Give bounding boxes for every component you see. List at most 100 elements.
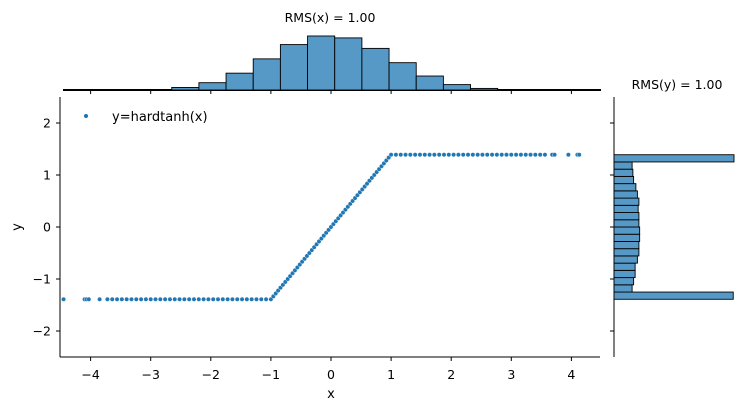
- scatter-point: [143, 296, 149, 302]
- scatter-point: [201, 296, 206, 302]
- scatter-point: [133, 296, 139, 302]
- scatter-point: [263, 296, 269, 302]
- top-hist-bar: [415, 75, 444, 91]
- scatter-point: [105, 296, 110, 302]
- scatter-point: [230, 296, 235, 302]
- scatter-point: [542, 152, 548, 158]
- y-tick-label: 0: [43, 220, 51, 235]
- scatter-point: [407, 152, 413, 158]
- scatter-point: [456, 152, 461, 158]
- top-hist-bar: [279, 44, 309, 91]
- scatter-point: [97, 296, 103, 302]
- x-tick-label: −4: [81, 367, 99, 382]
- right-hist-bar: [613, 168, 634, 177]
- scatter-point: [254, 296, 259, 302]
- scatter-point: [451, 152, 457, 158]
- scatter-point: [244, 296, 250, 302]
- scatter-point: [398, 152, 404, 158]
- right-hist-bar: [613, 161, 633, 170]
- scatter-point: [446, 152, 452, 158]
- right-hist-bar: [613, 204, 639, 213]
- right-hist-bar: [613, 197, 640, 206]
- scatter-point: [157, 296, 163, 302]
- scatter-point: [167, 296, 173, 302]
- top-hist-bar: [307, 35, 336, 91]
- y-tick-label: −2: [33, 324, 51, 339]
- top-hist-bar: [171, 87, 200, 91]
- scatter-point: [138, 296, 144, 302]
- scatter-point: [508, 152, 514, 158]
- right-hist-bar: [613, 183, 637, 192]
- x-tick-label: 4: [567, 367, 575, 382]
- top-hist-bar: [470, 87, 499, 91]
- right-hist-bar: [613, 212, 640, 221]
- x-tick-label: 3: [507, 367, 515, 382]
- scatter-point: [162, 296, 168, 302]
- x-tick-label: 1: [387, 367, 395, 382]
- scatter-point: [528, 152, 533, 158]
- top-hist-bar: [252, 58, 281, 91]
- scatter-points: [61, 152, 582, 302]
- scatter-point: [494, 152, 500, 158]
- right-hist-bar: [613, 248, 640, 257]
- y-tick-label: 2: [43, 116, 51, 131]
- scatter-point: [489, 152, 495, 158]
- right-hist-bar: [613, 190, 638, 199]
- scatter-point: [417, 152, 423, 158]
- scatter-point: [523, 152, 529, 158]
- scatter-point: [537, 152, 543, 158]
- scatter-point: [532, 152, 538, 158]
- top-hist-bar: [225, 72, 254, 91]
- scatter-point: [215, 296, 221, 302]
- scatter-point: [427, 152, 432, 158]
- right-hist-bar: [613, 269, 636, 279]
- top-histogram-title: RMS(x) = 1.00: [285, 10, 376, 25]
- scatter-point: [518, 152, 524, 158]
- scatter-point: [436, 152, 442, 158]
- scatter-point: [484, 152, 490, 158]
- top-hist-bar: [442, 84, 472, 91]
- right-histogram-title: RMS(y) = 1.00: [632, 77, 723, 92]
- scatter-point: [403, 152, 408, 158]
- top-hist-bar: [388, 62, 417, 91]
- legend: y=hardtanh(x): [83, 110, 208, 125]
- scatter-point: [239, 296, 245, 302]
- scatter-point: [186, 296, 192, 302]
- scatter-point: [249, 296, 255, 302]
- scatter-point: [220, 296, 226, 302]
- scatter-point: [234, 296, 240, 302]
- right-hist-bar: [613, 284, 633, 293]
- top-hist-bar: [361, 47, 390, 91]
- top-hist-bar: [198, 82, 227, 91]
- scatter-point: [431, 152, 437, 158]
- right-hist-bar: [613, 241, 640, 250]
- scatter-point: [422, 152, 428, 158]
- scatter-point: [205, 296, 211, 302]
- scatter-point: [460, 152, 466, 158]
- top-histogram: [63, 35, 601, 91]
- scatter-point: [565, 152, 571, 158]
- top-hist-bar: [334, 37, 363, 91]
- right-hist-bar: [613, 219, 640, 228]
- scatter-point: [129, 296, 134, 302]
- right-hist-bar: [613, 226, 641, 235]
- scatter-point: [109, 296, 115, 302]
- right-hist-bar: [613, 262, 636, 271]
- legend-label: y=hardtanh(x): [112, 110, 208, 125]
- main-axes: −4 −3 −2 −1 0 1 2 3 4 2 1 0 −1 −2 x y y=hardtanh(x): [10, 90, 614, 402]
- scatter-point: [86, 296, 92, 302]
- scatter-point: [504, 152, 509, 158]
- right-hist-bar: [613, 277, 635, 286]
- scatter-point: [191, 296, 197, 302]
- scatter-point: [181, 296, 187, 302]
- scatter-point: [480, 152, 485, 158]
- x-tick-label: 0: [327, 367, 335, 382]
- right-hist-bar: [613, 255, 638, 264]
- y-tick-label: −1: [33, 272, 51, 287]
- legend-marker: [83, 113, 89, 119]
- y-axis-label: y: [10, 223, 25, 231]
- scatter-point: [388, 152, 394, 158]
- scatter-point: [196, 296, 202, 302]
- x-tick-label: −1: [262, 367, 280, 382]
